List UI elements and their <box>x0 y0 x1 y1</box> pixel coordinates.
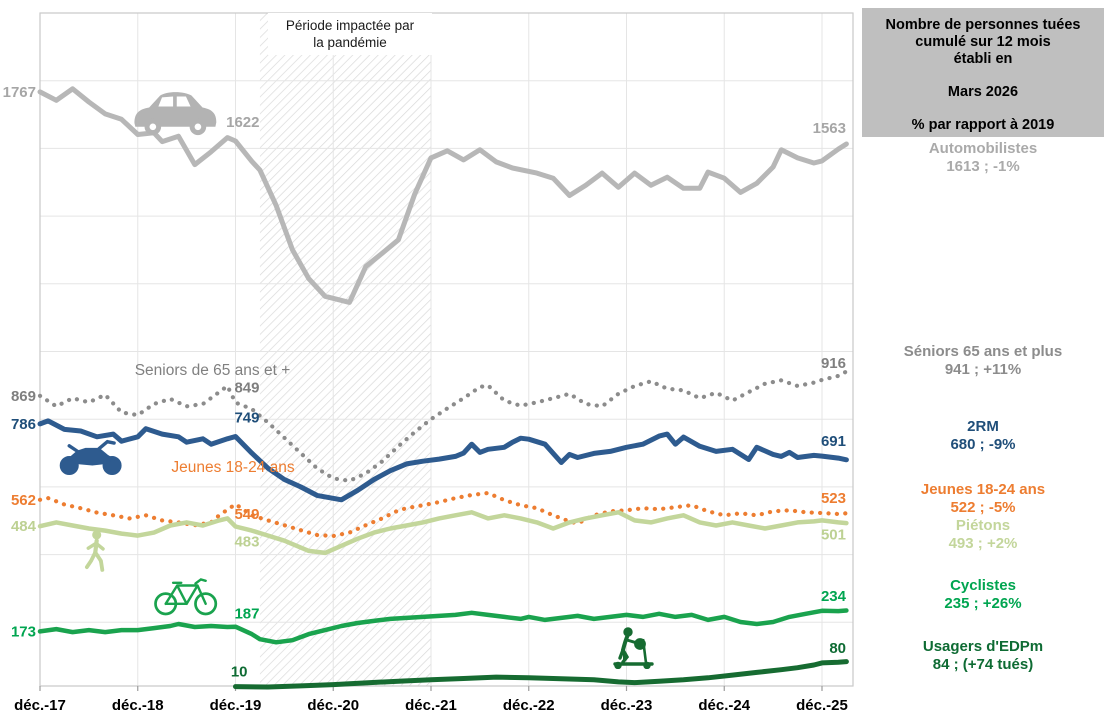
seniors-series-label: Seniors de 65 ans et + <box>134 362 291 379</box>
label-mid-cyclistes: 187 <box>234 606 259 623</box>
legend-header-box: Nombre de personnes tuées cumulé sur 12 … <box>862 8 1104 137</box>
label-end-seniors: 916 <box>821 355 846 372</box>
legend-entry-label: Automobilistes <box>928 140 1038 157</box>
x-tick-label: déc.-21 <box>405 697 457 714</box>
pedestrian-icon <box>84 530 105 572</box>
x-tick-label: déc.-24 <box>698 697 750 714</box>
label-mid-edpm: 10 <box>231 664 248 681</box>
legend-entry-label: 2RM <box>967 418 999 435</box>
x-tick-label: déc.-17 <box>14 697 66 714</box>
pandemic-period-label-line2: la pandémie <box>313 35 387 50</box>
pandemic-period-label-line1: Période impactée par <box>285 18 415 33</box>
legend-entry-label: Séniors 65 ans et plus <box>903 343 1063 360</box>
pandemic-band <box>259 13 431 686</box>
label-end-cyclistes: 234 <box>821 588 847 605</box>
bicycle-icon <box>154 578 218 616</box>
label-start-2rm: 786 <box>11 416 36 433</box>
legend-entry-automobilistes: Automobilistes 1613 ; -1% <box>862 140 1104 176</box>
series-line-pietons <box>37 510 849 556</box>
legend-entry-value: 1613 ; -1% <box>946 158 1020 175</box>
x-tick-label: déc.-20 <box>307 697 359 714</box>
legend-entry-seniors: Séniors 65 ans et plus 941 ; +11% <box>862 343 1104 379</box>
legend-entry-value: 941 ; +11% <box>944 361 1022 378</box>
label-start-pietons: 484 <box>11 518 37 535</box>
label-start-automobilistes: 1767 <box>3 84 36 101</box>
jeunes-series-label: Jeunes 18-24 ans <box>171 459 295 476</box>
series-line-cyclistes <box>37 608 849 645</box>
legend-panel: Nombre de personnes tuées cumulé sur 12 … <box>862 0 1104 722</box>
series-line-2rm <box>37 418 849 503</box>
legend-entry-value: 235 ; +26% <box>944 595 1022 612</box>
label-end-automobilistes: 1563 <box>813 120 846 137</box>
escooter-icon <box>613 627 654 669</box>
car-icon <box>134 92 217 136</box>
series-line-edpm <box>233 659 849 690</box>
legend-entry-value: 84 ; (+74 tués) <box>932 656 1034 673</box>
label-start-seniors: 869 <box>11 388 36 405</box>
legend-entry-cyclistes: Cyclistes 235 ; +26% <box>862 577 1104 613</box>
label-end-jeunes: 523 <box>821 490 846 507</box>
motorcycle-icon <box>59 440 122 476</box>
legend-title-line2: cumulé sur 12 mois <box>915 34 1051 50</box>
legend-entry-value: 680 ; -9% <box>950 436 1016 453</box>
pandemic-period-label: Période impactée par la pandémie <box>268 13 432 55</box>
label-end-edpm: 80 <box>829 640 846 657</box>
series-line-automobilistes <box>37 86 849 305</box>
legend-entry-2rm: 2RM 680 ; -9% <box>862 418 1104 454</box>
x-tick-label: déc.-18 <box>112 697 164 714</box>
plot-border <box>39 12 854 687</box>
legend-title-line1: Nombre de personnes tuées <box>885 17 1081 33</box>
series-line-jeunes <box>37 490 849 539</box>
x-tick-label: déc.-19 <box>210 697 262 714</box>
legend-entry-label: Jeunes 18-24 ans <box>920 481 1046 498</box>
legend-entry-edpm: Usagers d'EDPm 84 ; (+74 tués) <box>862 638 1104 674</box>
label-mid-jeunes: 549 <box>234 506 259 523</box>
x-tick-label: déc.-25 <box>796 697 848 714</box>
legend-entry-pietons: Piétons 493 ; +2% <box>862 517 1104 553</box>
label-mid-seniors: 849 <box>234 380 259 397</box>
label-start-jeunes: 562 <box>11 492 36 509</box>
legend-entry-label: Cyclistes <box>950 577 1016 594</box>
label-mid-automobilistes: 1622 <box>226 114 259 131</box>
x-tick-label: déc.-22 <box>503 697 555 714</box>
label-start-cyclistes: 173 <box>11 623 36 640</box>
label-mid-2rm: 749 <box>234 409 259 426</box>
series-line-seniors <box>37 369 849 483</box>
legend-entry-jeunes: Jeunes 18-24 ans 522 ; -5% <box>862 481 1104 517</box>
label-end-2rm: 691 <box>821 433 846 450</box>
legend-entry-label: Usagers d'EDPm <box>922 638 1044 655</box>
legend-title-line3: établi en <box>953 51 1013 67</box>
label-mid-pietons: 483 <box>234 534 259 551</box>
x-tick-label: déc.-23 <box>601 697 653 714</box>
legend-comparison: % par rapport à 2019 <box>911 117 1055 133</box>
legend-entry-value: 522 ; -5% <box>950 499 1016 516</box>
legend-entry-label: Piétons <box>955 517 1011 534</box>
label-end-pietons: 501 <box>821 526 846 543</box>
legend-period: Mars 2026 <box>947 84 1019 100</box>
fatalities-line-chart: 1767 1622 1563 869 849 916 786 749 691 562 549 523 4… <box>3 12 854 714</box>
legend-entry-value: 493 ; +2% <box>948 535 1018 552</box>
